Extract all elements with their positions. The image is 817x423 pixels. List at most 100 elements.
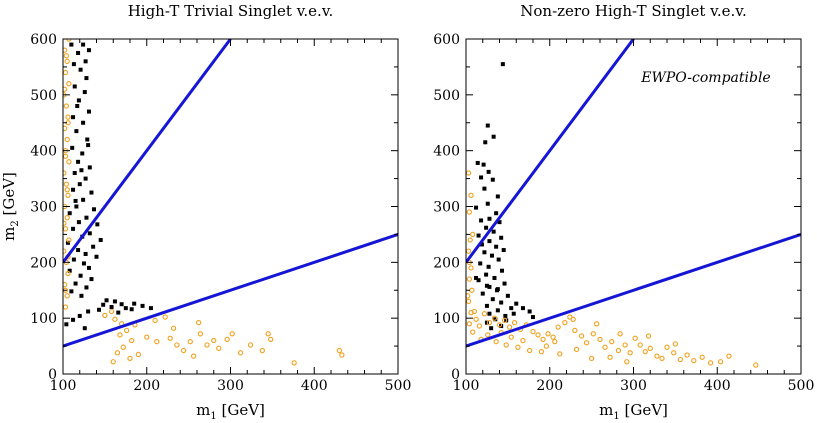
left-x-tick-label-0: 100	[50, 378, 77, 394]
right-point-s1-71	[570, 316, 576, 322]
left-x-tick-label-4: 500	[385, 378, 412, 394]
left-x-tick-label-1: 200	[133, 378, 160, 394]
left-y-tick-label-1: 100	[30, 311, 57, 327]
left-point-s0-53	[109, 305, 114, 309]
right-point-s0-46	[493, 317, 498, 322]
right-point-s0-0	[500, 62, 505, 67]
left-point-s0-56	[132, 301, 137, 306]
right-point-s1-25	[540, 336, 546, 343]
left-point-s0-17	[76, 159, 81, 164]
left-point-s1-38	[117, 332, 123, 338]
left-point-s0-24	[81, 197, 86, 202]
left-point-s0-36	[91, 244, 96, 249]
right-point-s0-25	[482, 250, 487, 255]
right-point-s1-33	[583, 340, 590, 346]
left-point-s1-21	[63, 282, 68, 288]
right-point-s1-63	[573, 346, 580, 353]
right-point-s0-57	[484, 283, 489, 288]
right-reference-line-1	[466, 232, 801, 348]
right-y-tick-label-0: 0	[451, 367, 460, 383]
left-point-s1-25	[63, 53, 69, 59]
right-x-label-sub: 1	[613, 411, 619, 422]
right-point-s1-26	[545, 331, 551, 337]
left-point-s0-28	[84, 215, 89, 220]
right-point-s1-13	[476, 323, 483, 329]
right-point-s1-8	[466, 298, 472, 305]
right-point-s0-49	[489, 326, 494, 331]
left-point-s0-32	[87, 231, 92, 236]
right-point-s1-81	[466, 293, 471, 299]
right-point-s0-42	[509, 306, 514, 311]
left-point-s1-22	[64, 293, 70, 299]
left-point-s1-16	[63, 226, 69, 232]
left-point-s0-43	[67, 268, 72, 273]
right-point-s0-19	[476, 233, 481, 238]
left-y-tick-label-4: 400	[30, 144, 57, 160]
left-x-label-main: m	[196, 401, 210, 419]
left-point-s0-54	[119, 302, 124, 307]
left-point-s0-9	[76, 98, 81, 103]
left-point-s1-7	[63, 125, 68, 131]
right-point-s1-59	[515, 344, 521, 350]
right-point-s1-42	[637, 342, 643, 348]
left-point-s1-11	[63, 170, 67, 176]
left-point-s0-71	[83, 59, 88, 64]
left-point-s1-35	[108, 308, 115, 315]
right-point-s1-47	[664, 344, 670, 350]
right-point-s0-33	[476, 278, 481, 283]
right-point-s1-41	[632, 335, 638, 341]
left-point-s0-39	[94, 254, 99, 259]
right-point-s0-32	[492, 275, 497, 280]
right-point-s1-52	[699, 354, 705, 360]
left-point-s1-67	[152, 317, 158, 324]
right-point-s0-26	[489, 253, 494, 258]
left-panel: High-T Trivial Singlet v.e.v. 100 200 300 4…	[0, 2, 411, 422]
right-y-tick-label-5: 500	[433, 88, 460, 104]
right-panel-x-axis-label: m1 [GeV]	[599, 401, 668, 422]
right-point-s1-0	[466, 170, 472, 176]
right-point-s1-40	[627, 350, 633, 356]
right-point-s1-35	[597, 336, 603, 343]
left-point-s1-33	[102, 312, 108, 319]
right-point-s1-55	[726, 353, 732, 359]
left-point-s1-51	[197, 331, 203, 337]
right-y-tick-label-6: 600	[433, 32, 460, 48]
left-y-tick-label-5: 500	[30, 88, 57, 104]
left-point-s1-6	[65, 114, 71, 120]
right-point-s0-5	[481, 162, 486, 167]
right-point-s0-10	[495, 194, 500, 199]
right-point-s0-16	[497, 220, 502, 225]
left-point-s1-18	[63, 248, 67, 254]
left-panel-x-axis-label: m1 [GeV]	[196, 401, 265, 422]
right-point-s0-14	[487, 216, 492, 221]
left-point-s1-48	[174, 342, 180, 348]
left-point-s1-61	[339, 352, 345, 358]
right-point-s0-39	[490, 297, 495, 302]
left-point-s0-13	[74, 129, 79, 134]
right-point-s0-56	[495, 287, 500, 292]
right-x-label-unit: [GeV]	[620, 401, 668, 419]
left-point-s0-16	[80, 151, 85, 156]
right-point-s1-60	[527, 347, 533, 354]
left-point-s1-26	[63, 86, 68, 92]
right-y-tick-label-2: 200	[433, 255, 460, 271]
right-point-s0-7	[479, 175, 484, 180]
left-point-s1-49	[180, 347, 187, 354]
left-point-s1-55	[237, 350, 244, 356]
left-y-label-main: m	[0, 227, 18, 241]
right-point-s1-1	[468, 192, 474, 198]
right-point-s0-13	[494, 211, 499, 216]
left-point-s1-57	[259, 347, 265, 354]
right-point-s0-6	[486, 169, 491, 174]
left-point-s1-69	[187, 338, 193, 345]
right-point-s1-14	[481, 311, 488, 317]
left-point-s0-49	[79, 293, 84, 298]
left-point-s0-64	[71, 317, 76, 322]
right-point-s1-68	[672, 341, 679, 347]
left-point-s1-68	[167, 335, 173, 341]
left-reference-line-0	[63, 39, 232, 264]
right-point-s0-58	[474, 275, 479, 280]
right-point-s1-24	[535, 332, 541, 338]
right-point-s1-70	[594, 321, 600, 327]
